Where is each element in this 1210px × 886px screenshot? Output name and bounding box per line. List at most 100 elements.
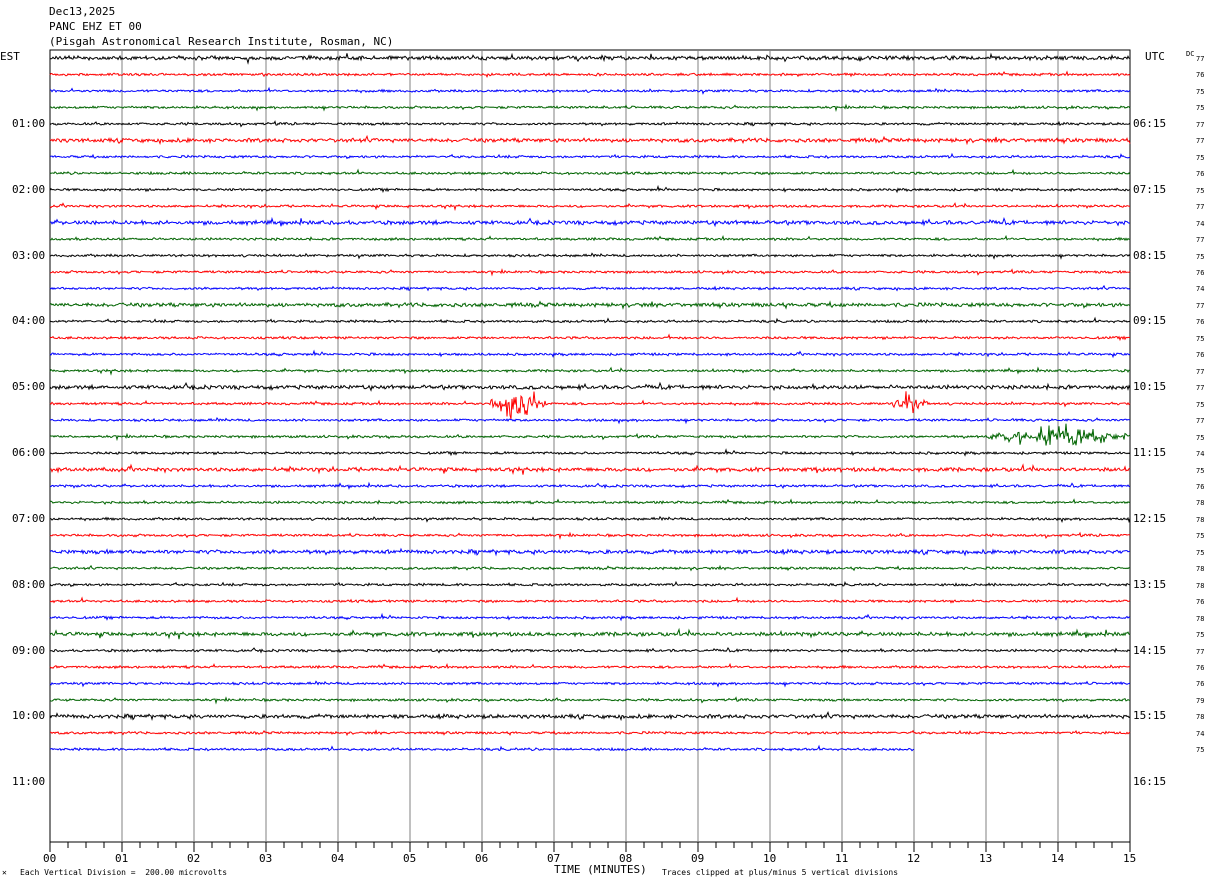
station-code: PANC EHZ ET 00 bbox=[49, 20, 142, 33]
dc-offset-value: 79 bbox=[1196, 696, 1205, 705]
trace-7 bbox=[49, 168, 1131, 176]
dc-offset-value: 77 bbox=[1196, 120, 1205, 129]
trace-15 bbox=[49, 300, 1131, 310]
grid-lines bbox=[49, 49, 1131, 843]
trace-21 bbox=[49, 391, 1131, 420]
clipping-note: Traces clipped at plus/minus 5 vertical … bbox=[662, 868, 899, 877]
dc-offset-value: 74 bbox=[1196, 450, 1205, 459]
trace-2 bbox=[49, 86, 1131, 95]
trace-24 bbox=[49, 448, 1131, 457]
trace-18 bbox=[49, 349, 1131, 359]
x-tick-label: 05 bbox=[403, 852, 417, 865]
trace-37 bbox=[49, 662, 1131, 670]
right-hour-label: 14:15 bbox=[1133, 643, 1167, 657]
dc-offset-value: 75 bbox=[1196, 104, 1205, 113]
dc-offset-value: 75 bbox=[1196, 433, 1205, 442]
x-tick-label: 15 bbox=[1123, 852, 1137, 865]
trace-25 bbox=[49, 463, 1131, 475]
trace-41 bbox=[50, 729, 1131, 737]
x-tick-label: 02 bbox=[187, 852, 201, 865]
left-hour-label: 07:00 bbox=[12, 511, 46, 525]
plot-date: Dec13,2025 bbox=[49, 5, 116, 18]
x-tick-label: 08 bbox=[619, 852, 633, 865]
trace-8 bbox=[49, 184, 1131, 194]
trace-35 bbox=[49, 627, 1131, 640]
x-tick-label: 00 bbox=[43, 852, 57, 865]
trace-17 bbox=[49, 333, 1131, 342]
left-hour-label: 05:00 bbox=[12, 380, 46, 394]
institute-name: (Pisgah Astronomical Research Institute,… bbox=[49, 35, 394, 48]
right-hour-label: 06:15 bbox=[1133, 116, 1167, 130]
trace-23 bbox=[49, 423, 1131, 446]
trace-12 bbox=[49, 252, 1131, 260]
trace-27 bbox=[49, 498, 1131, 506]
dc-offset-value: 78 bbox=[1196, 499, 1205, 508]
right-hour-label: 16:15 bbox=[1133, 775, 1167, 789]
dc-offset-value: 75 bbox=[1196, 466, 1205, 475]
dc-offset-value: 77 bbox=[1196, 203, 1205, 212]
dc-offset-value: 75 bbox=[1196, 334, 1205, 343]
trace-4 bbox=[49, 120, 1131, 128]
trace-5 bbox=[49, 134, 1131, 146]
dc-offset-value: 76 bbox=[1196, 351, 1205, 360]
x-tick-label: 06 bbox=[475, 852, 489, 865]
x-tick-label: 07 bbox=[547, 852, 561, 865]
right-hour-label: 12:15 bbox=[1133, 511, 1167, 525]
trace-16 bbox=[49, 316, 1131, 324]
left-hour-label: 04:00 bbox=[12, 314, 46, 328]
trace-34 bbox=[49, 612, 1131, 622]
x-tick-label: 14 bbox=[1051, 852, 1065, 865]
x-tick-label: 04 bbox=[331, 852, 345, 865]
dc-offset-value: 77 bbox=[1196, 55, 1205, 63]
vertical-division-note: Each Vertical Division = 200.00 microvol… bbox=[20, 868, 228, 877]
dc-offset-value: 76 bbox=[1196, 268, 1205, 277]
trace-29 bbox=[49, 531, 1131, 540]
x-tick-label: 13 bbox=[979, 852, 993, 865]
dc-offset-value: 75 bbox=[1196, 548, 1205, 557]
trace-0 bbox=[49, 52, 1131, 65]
corner-mark: ✕ bbox=[2, 868, 7, 877]
dc-offset-value: 77 bbox=[1196, 384, 1205, 393]
trace-19 bbox=[49, 366, 1131, 376]
dc-offset-value: 78 bbox=[1196, 515, 1205, 524]
trace-33 bbox=[49, 596, 1131, 604]
x-tick-label: 10 bbox=[763, 852, 777, 865]
trace-9 bbox=[49, 202, 1131, 212]
right-hour-label: 10:15 bbox=[1133, 380, 1167, 394]
dc-offset-value: 76 bbox=[1196, 318, 1205, 327]
trace-20 bbox=[49, 381, 1131, 392]
trace-22 bbox=[49, 417, 1130, 425]
left-hour-label: 11:00 bbox=[12, 775, 46, 789]
x-axis bbox=[49, 842, 1131, 852]
dc-offset-value: 76 bbox=[1196, 71, 1205, 80]
trace-1 bbox=[49, 70, 1131, 78]
dc-offset-value: 74 bbox=[1196, 219, 1205, 228]
dc-offset-value: 77 bbox=[1196, 137, 1205, 146]
right-hour-label: 07:15 bbox=[1133, 182, 1167, 196]
trace-40 bbox=[49, 710, 1131, 722]
left-hour-label: 08:00 bbox=[12, 577, 46, 591]
dc-offset-value: 75 bbox=[1196, 186, 1205, 195]
left-hour-label: 02:00 bbox=[12, 182, 46, 196]
trace-36 bbox=[50, 647, 1131, 654]
dc-offset-value: 75 bbox=[1196, 532, 1205, 541]
trace-39 bbox=[49, 696, 1131, 705]
dc-offset-value: 76 bbox=[1196, 680, 1205, 689]
x-axis-title: TIME (MINUTES) bbox=[554, 863, 647, 876]
trace-6 bbox=[49, 152, 1131, 160]
trace-26 bbox=[50, 481, 1131, 490]
trace-3 bbox=[49, 103, 1131, 112]
trace-30 bbox=[49, 547, 1130, 557]
plot-frame bbox=[49, 49, 1131, 843]
trace-32 bbox=[49, 580, 1131, 588]
dc-offset-value: 77 bbox=[1196, 301, 1205, 310]
x-tick-label: 03 bbox=[259, 852, 273, 865]
left-hour-label: 01:00 bbox=[12, 116, 46, 130]
dc-label: DC bbox=[1186, 50, 1195, 58]
dc-offset-value: 76 bbox=[1196, 170, 1205, 179]
left-hour-label: 10:00 bbox=[12, 709, 46, 723]
right-hour-label: 08:15 bbox=[1133, 248, 1167, 262]
dc-offset-value: 75 bbox=[1196, 87, 1205, 96]
dc-offset-value: 75 bbox=[1196, 746, 1205, 755]
